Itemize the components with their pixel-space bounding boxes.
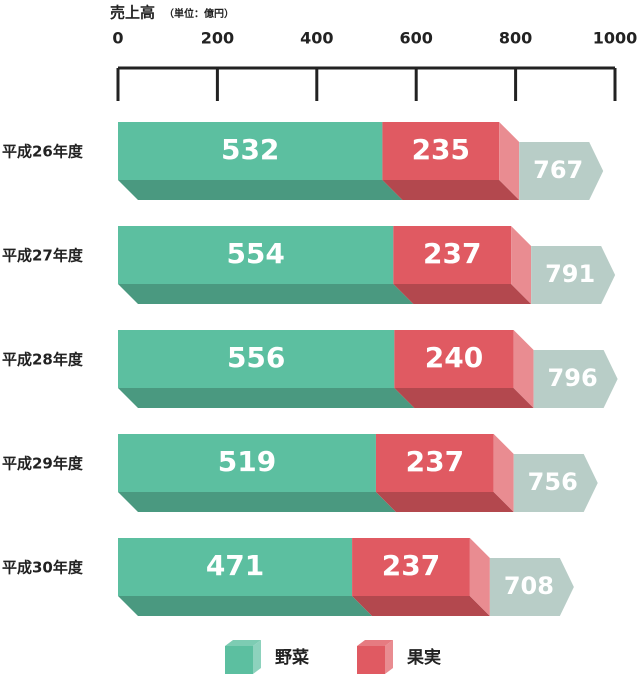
bar: [394, 330, 514, 388]
value-label: 237: [423, 237, 481, 270]
value-label: 554: [226, 237, 284, 270]
legend-top: [357, 640, 393, 646]
value-label: 471: [206, 549, 264, 582]
bar-bottom-face: [118, 596, 373, 616]
x-tick-label: 1000: [593, 29, 638, 48]
x-tick-label: 600: [399, 29, 432, 48]
bar: [118, 538, 353, 596]
total-arrow: [489, 558, 574, 616]
total-label: 796: [548, 364, 598, 392]
legend-side: [385, 640, 393, 674]
x-tick-label: 400: [300, 29, 333, 48]
bar-side-face: [499, 122, 520, 200]
bar-bottom-face: [375, 492, 514, 512]
category-label: 平成26年度: [2, 143, 84, 161]
bar-bottom-face: [118, 284, 414, 304]
bar-bottom-face: [118, 180, 403, 200]
legend-swatch: [225, 646, 253, 674]
bar-bottom-face: [118, 492, 396, 512]
bar-side-face: [493, 434, 514, 512]
bar: [382, 122, 500, 180]
category-label: 平成29年度: [2, 455, 84, 473]
bar: [352, 538, 470, 596]
bar: [118, 330, 395, 388]
total-label: 767: [533, 156, 583, 184]
value-label: 240: [425, 341, 483, 374]
value-label: 519: [218, 445, 276, 478]
bar-side-face: [513, 330, 534, 408]
bar: [118, 226, 394, 284]
total-label: 756: [528, 468, 578, 496]
value-label: 532: [221, 133, 279, 166]
legend-top: [225, 640, 261, 646]
category-label: 平成30年度: [2, 559, 84, 577]
legend-label: 野菜: [275, 648, 310, 668]
bar: [375, 434, 494, 492]
bar-bottom-face: [394, 388, 534, 408]
legend-swatch: [357, 646, 385, 674]
total-arrow: [531, 246, 616, 304]
category-label: 平成27年度: [2, 247, 84, 265]
total-label: 791: [545, 260, 595, 288]
total-arrow: [519, 142, 604, 200]
bar-bottom-face: [352, 596, 490, 616]
total-label: 708: [504, 572, 554, 600]
bar-bottom-face: [118, 388, 415, 408]
bar-bottom-face: [382, 180, 520, 200]
x-tick-label: 200: [201, 29, 234, 48]
bar: [393, 226, 512, 284]
bar-side-face: [469, 538, 490, 616]
legend-side: [253, 640, 261, 674]
bar: [118, 122, 383, 180]
bar-side-face: [511, 226, 532, 304]
value-label: 235: [412, 133, 470, 166]
legend-label: 果実: [407, 647, 441, 668]
value-label: 237: [406, 445, 464, 478]
bar: [118, 434, 376, 492]
total-arrow: [533, 350, 618, 408]
x-tick-label: 0: [112, 29, 123, 48]
value-label: 556: [227, 341, 285, 374]
total-arrow: [513, 454, 598, 512]
chart-title: 売上高: [110, 4, 155, 22]
x-tick-label: 800: [499, 29, 532, 48]
category-label: 平成28年度: [2, 351, 84, 369]
chart-subtitle: （単位：億円）: [164, 7, 234, 20]
bar-bottom-face: [393, 284, 532, 304]
value-label: 237: [382, 549, 440, 582]
